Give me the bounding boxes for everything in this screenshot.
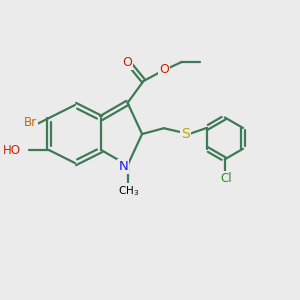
- Text: Br: Br: [24, 116, 37, 129]
- Text: O: O: [159, 63, 169, 76]
- Text: N: N: [118, 160, 128, 173]
- Text: S: S: [181, 127, 190, 141]
- Text: Cl: Cl: [220, 172, 232, 185]
- Text: O: O: [123, 56, 133, 69]
- Text: HO: HO: [3, 143, 21, 157]
- Text: CH$_3$: CH$_3$: [118, 184, 140, 198]
